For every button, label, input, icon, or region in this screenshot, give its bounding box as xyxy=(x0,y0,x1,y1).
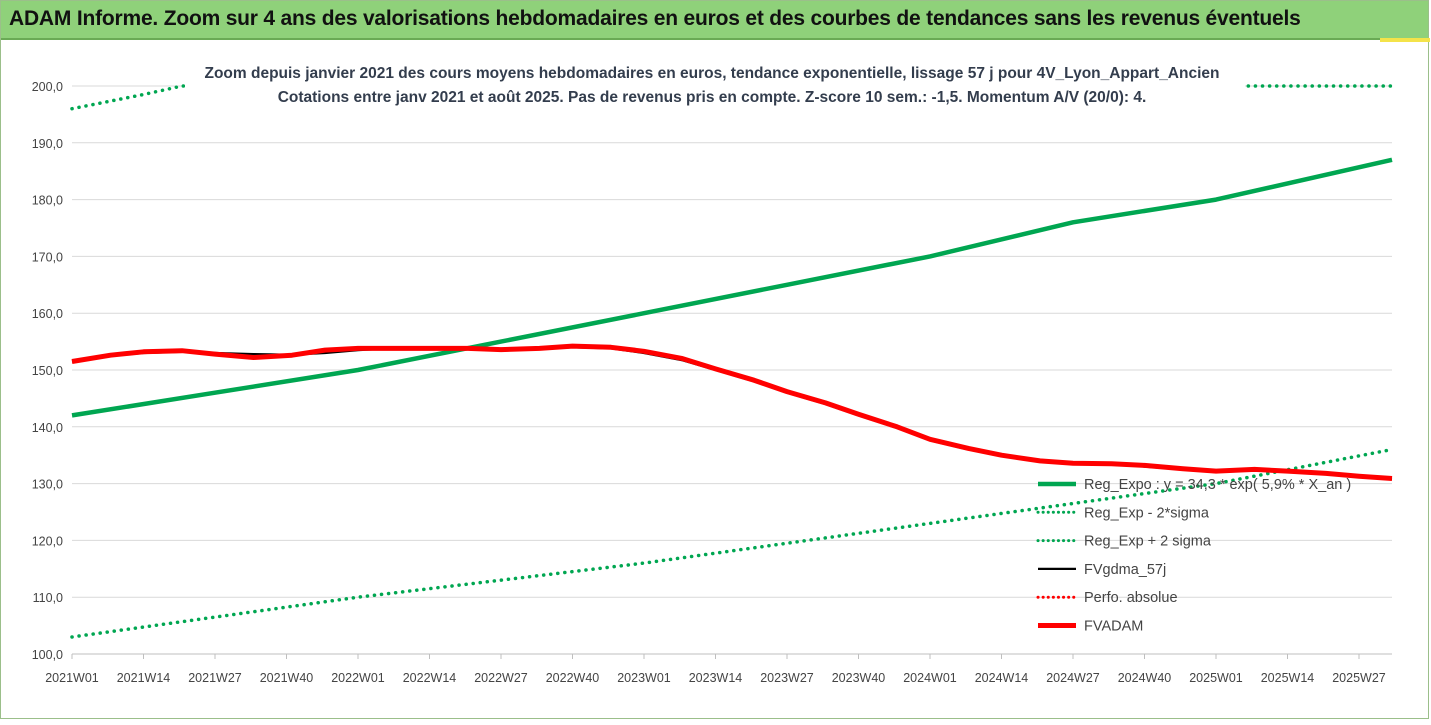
y-tick-label: 110,0 xyxy=(33,591,63,605)
series-line-6 xyxy=(71,343,1393,481)
x-tick-label: 2023W14 xyxy=(689,671,743,685)
x-tick-label: 2023W01 xyxy=(617,671,671,685)
banner: ADAM Informe. Zoom sur 4 ans des valoris… xyxy=(1,1,1428,40)
y-tick-label: 170,0 xyxy=(32,250,63,264)
chart-area: 100,0 110,0 120,0 130,0 140,0 150,0 160,0 170,0… xyxy=(0,40,1431,720)
x-tick-label: 2025W14 xyxy=(1261,671,1315,685)
x-tick-label: 2023W27 xyxy=(760,671,814,685)
x-tick-label: 2022W27 xyxy=(474,671,528,685)
y-tick-label: 100,0 xyxy=(32,648,63,662)
x-tick-label: 2025W01 xyxy=(1189,671,1243,685)
x-tick-label: 2022W14 xyxy=(403,671,457,685)
legend-label: FVADAM xyxy=(1084,619,1143,635)
series-line-3 xyxy=(70,84,1394,111)
y-tick-label: 180,0 xyxy=(32,194,63,208)
chart-titles: Zoom depuis janvier 2021 des cours moyen… xyxy=(185,58,1245,110)
chart-title: Zoom depuis janvier 2021 des cours moyen… xyxy=(204,65,1219,82)
y-tick-label: 130,0 xyxy=(32,478,63,492)
x-axis: 2021W01 2021W14 2021W27 2021W40 2022W01 2022W… xyxy=(45,653,1392,685)
y-axis: 100,0 110,0 120,0 130,0 140,0 150,0 160,0 170,0… xyxy=(32,80,63,662)
line-chart: 100,0 110,0 120,0 130,0 140,0 150,0 160,0 170,0… xyxy=(32,58,1394,685)
legend: Reg_Expo : y = 34,3 * exp( 5,9% * X_an )… xyxy=(1036,477,1351,635)
x-tick-label: 2021W40 xyxy=(260,671,314,685)
grid xyxy=(72,85,1392,655)
x-tick-label: 2021W27 xyxy=(188,671,242,685)
chart-subtitle: Cotations entre janv 2021 et août 2025. … xyxy=(278,89,1147,106)
accent-strip xyxy=(1380,38,1430,42)
x-tick-label: 2022W01 xyxy=(331,671,385,685)
y-tick-label: 190,0 xyxy=(32,137,63,151)
x-tick-label: 2024W14 xyxy=(975,671,1029,685)
legend-label: Reg_Expo : y = 34,3 * exp( 5,9% * X_an ) xyxy=(1084,477,1351,493)
x-tick-label: 2021W14 xyxy=(117,671,171,685)
series-group xyxy=(70,84,1394,639)
x-tick-label: 2024W40 xyxy=(1118,671,1172,685)
x-tick-label: 2022W40 xyxy=(546,671,600,685)
legend-label: Perfo. absolue xyxy=(1084,590,1178,606)
y-tick-label: 140,0 xyxy=(32,421,63,435)
series-line-4 xyxy=(71,346,1393,481)
x-tick-label: 2023W40 xyxy=(832,671,886,685)
banner-title: ADAM Informe. Zoom sur 4 ans des valoris… xyxy=(9,7,1301,30)
x-tick-label: 2024W01 xyxy=(903,671,957,685)
legend-label: FVgdma_57j xyxy=(1084,562,1166,578)
series-line-1 xyxy=(71,157,1393,418)
x-tick-label: 2025W27 xyxy=(1332,671,1386,685)
y-tick-label: 120,0 xyxy=(32,534,63,548)
y-tick-label: 150,0 xyxy=(32,364,63,378)
series-line-2 xyxy=(70,447,1394,639)
y-tick-label: 200,0 xyxy=(32,80,63,94)
legend-label: Reg_Exp - 2*sigma xyxy=(1084,505,1210,521)
x-tick-label: 2021W01 xyxy=(45,671,99,685)
legend-label: Reg_Exp + 2 sigma xyxy=(1084,534,1212,550)
y-tick-label: 160,0 xyxy=(32,307,63,321)
x-tick-label: 2024W27 xyxy=(1046,671,1100,685)
